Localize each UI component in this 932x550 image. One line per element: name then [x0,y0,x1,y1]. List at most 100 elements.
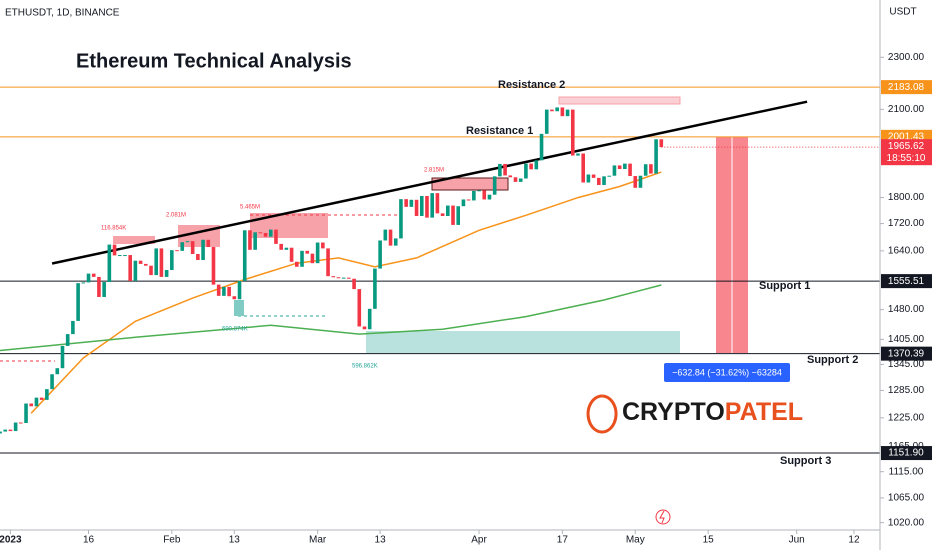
candle [591,174,596,178]
candle [492,176,497,195]
candle [414,199,419,216]
current-price: 1965.62 [888,141,925,152]
candle [310,253,315,264]
candle [8,429,13,432]
candle [576,153,580,156]
candle [570,109,575,156]
x-tick-label: 13 [229,535,241,546]
x-tick-label: Feb [163,535,181,546]
candle [175,250,179,252]
candle [295,261,299,267]
x-tick-label: Apr [471,535,487,546]
y-tick-label: 1720.00 [888,218,925,229]
candle [138,260,143,264]
candle [248,230,252,250]
candle [86,273,91,283]
candle [357,289,362,327]
volume-label: 690.874K [222,327,248,333]
y-tick-label: 1285.00 [888,385,925,396]
level-label: 1151.90 [888,448,924,459]
candle [29,403,34,407]
annotation: Support 2 [807,354,858,366]
annotation: Resistance 1 [466,125,533,137]
candle [164,270,169,277]
candle [435,193,440,214]
level-tag [881,274,932,289]
annotation: Support 3 [780,455,831,467]
measure-label-bg [664,363,790,382]
candle [383,229,388,241]
annotation: Resistance 2 [498,79,565,91]
candle [461,199,466,207]
candle [24,403,28,423]
candle [39,397,44,400]
candle [112,244,117,256]
logo-icon [586,394,618,434]
candle [206,239,211,248]
y-tick-label: 1800.00 [888,192,925,203]
candle [477,190,481,192]
candle [321,242,325,249]
candle [336,277,341,279]
candle [550,109,554,112]
candle [544,109,549,134]
candle [367,308,372,330]
candle [446,205,450,216]
candle [560,107,565,117]
x-tick-label: 12 [848,535,860,546]
volume-label: 596.862K [352,364,378,370]
drawings [0,96,748,525]
icon [655,509,671,525]
measure-label: −632.84 (−31.62%) −63284 [672,367,782,377]
candle [65,334,70,346]
candle [352,278,356,290]
zone [250,213,328,238]
candle [347,277,351,279]
currency: USDT [889,7,916,18]
candle [341,277,346,279]
candle [643,164,648,176]
candle [539,133,544,161]
annotation: Support 1 [759,280,810,292]
level-tag [881,346,932,361]
candle [190,241,195,254]
trendline [51,100,808,265]
zone [558,96,681,105]
candle [378,240,382,269]
y-tick-label: 1020.00 [888,517,925,528]
candle [404,199,408,207]
svg-text:CRYPTOPATEL: CRYPTOPATEL [622,398,803,426]
candle [242,230,247,281]
candle [581,153,585,183]
candle [222,286,226,296]
candle [623,163,627,170]
candle [451,205,455,225]
candle [60,345,65,369]
x-tick-label: 17 [557,535,569,546]
volume-label: 5.465M [240,205,260,211]
candle [76,283,80,321]
y-tick-label: 1640.00 [888,245,925,256]
candle [143,263,148,266]
candle [0,431,2,434]
candle [128,255,132,281]
candle [373,268,377,309]
candle [597,177,601,185]
x-tick-label: 2023 [0,535,22,546]
candle [180,242,185,251]
level-label: 2001.43 [888,131,925,142]
candle [508,175,513,178]
candle [331,276,336,278]
candle [133,260,138,281]
candle [612,165,617,176]
candle [232,296,237,300]
candle [263,232,268,237]
candle [253,232,257,250]
candle [81,282,86,284]
x-tick-label: Mar [309,535,327,546]
x-tick-label: 13 [375,535,387,546]
candle [565,109,570,117]
candle [159,248,164,277]
candle [45,389,49,400]
